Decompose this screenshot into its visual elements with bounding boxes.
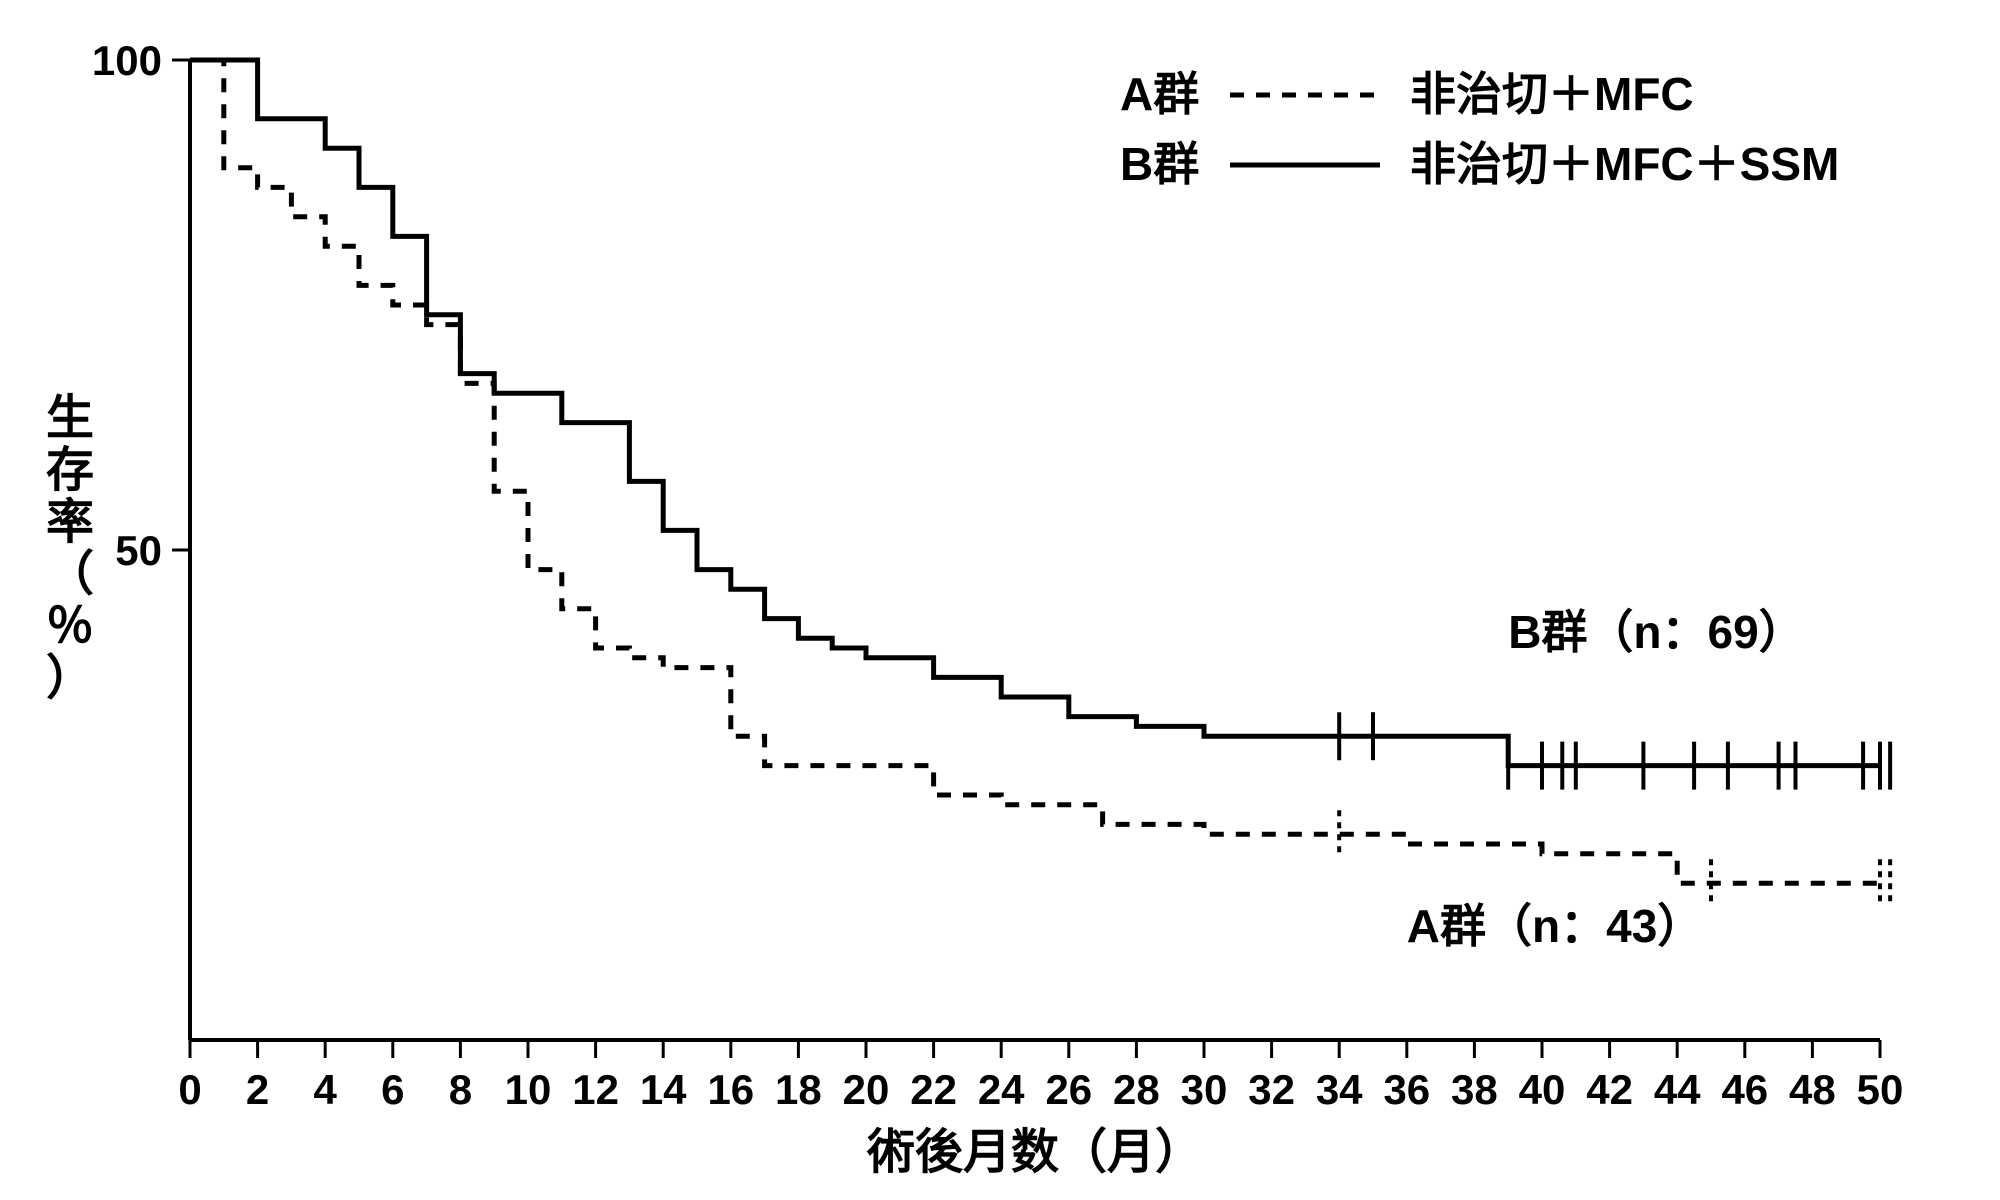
x-tick-label: 2 [246, 1066, 269, 1113]
x-axis-title: 術後月数（月） [866, 1126, 1203, 1179]
x-tick-label: 50 [1857, 1066, 1904, 1113]
legend-desc-B: 非治切＋MFC＋SSM [1410, 138, 1839, 190]
legend-desc-A: 非治切＋MFC [1410, 68, 1694, 120]
x-tick-label: 48 [1789, 1066, 1836, 1113]
x-tick-label: 12 [572, 1066, 619, 1113]
survival-chart: 0246810121416182022242628303234363840424… [0, 0, 2000, 1200]
x-tick-label: 44 [1654, 1066, 1701, 1113]
x-tick-label: 34 [1316, 1066, 1363, 1113]
x-tick-label: 40 [1519, 1066, 1566, 1113]
legend-group-B: B群 [1120, 138, 1199, 190]
x-tick-label: 22 [910, 1066, 957, 1113]
x-tick-label: 46 [1721, 1066, 1768, 1113]
x-tick-label: 8 [449, 1066, 472, 1113]
x-tick-label: 32 [1248, 1066, 1295, 1113]
y-axis-title-char: 率 [46, 496, 94, 549]
x-tick-label: 16 [707, 1066, 754, 1113]
x-tick-label: 10 [505, 1066, 552, 1113]
x-tick-label: 26 [1045, 1066, 1092, 1113]
y-tick-label: 100 [92, 37, 162, 84]
x-tick-label: 6 [381, 1066, 404, 1113]
y-tick-label: 50 [115, 527, 162, 574]
x-tick-label: 38 [1451, 1066, 1498, 1113]
chart-svg: 0246810121416182022242628303234363840424… [0, 0, 2000, 1200]
x-tick-label: 36 [1383, 1066, 1430, 1113]
x-tick-label: 0 [178, 1066, 201, 1113]
series-label-B: B群（n：69） [1508, 606, 1804, 658]
x-tick-label: 42 [1586, 1066, 1633, 1113]
y-axis-title-char: ） [46, 652, 94, 705]
x-tick-label: 20 [843, 1066, 890, 1113]
y-axis-title-char: 存 [46, 444, 94, 497]
x-tick-label: 18 [775, 1066, 822, 1113]
series-label-A: A群（n：43） [1407, 900, 1703, 952]
x-tick-label: 24 [978, 1066, 1025, 1113]
x-tick-label: 14 [640, 1066, 687, 1113]
y-axis-title-char: 生 [46, 392, 94, 445]
y-axis-title-char: （ [46, 548, 94, 601]
y-axis-title-char: ％ [46, 600, 94, 653]
legend-group-A: A群 [1120, 68, 1199, 120]
x-tick-label: 30 [1181, 1066, 1228, 1113]
x-tick-label: 4 [314, 1066, 338, 1113]
x-tick-label: 28 [1113, 1066, 1160, 1113]
